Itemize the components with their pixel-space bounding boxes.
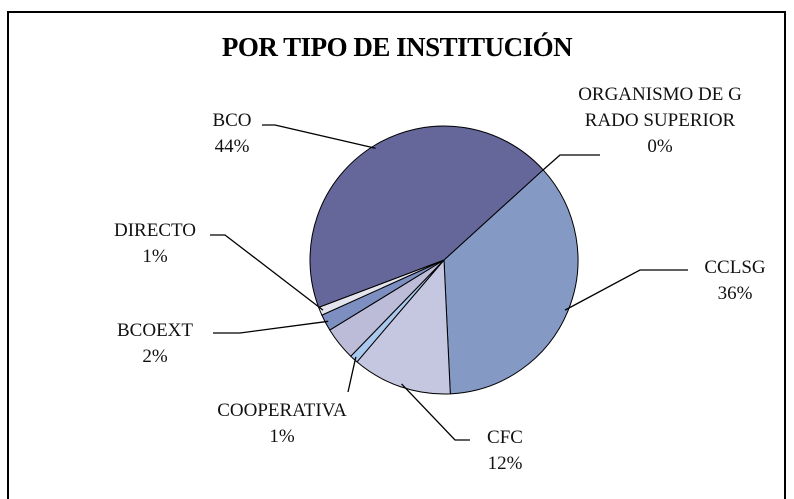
slice-label: DIRECTO 1% <box>95 218 215 270</box>
slice-label: BCOEXT 2% <box>100 318 210 370</box>
slice-label: CCLSG 36% <box>690 255 780 307</box>
leader-line <box>540 154 600 173</box>
leader-line <box>347 356 357 393</box>
slice-label: ORGANISMO DE GRADO SUPERIOR 0% <box>575 82 745 160</box>
slice-category-label: BCOEXT <box>117 320 193 341</box>
pie-slice <box>443 169 579 395</box>
leader-line <box>401 383 470 441</box>
slice-value-label: 1% <box>142 246 168 267</box>
slice-category-label: ORGANISMO DE GRADO SUPERIOR <box>578 84 742 131</box>
slice-label: BCO 44% <box>187 108 277 160</box>
leader-line <box>262 124 376 149</box>
slice-value-label: 1% <box>269 426 295 447</box>
slice-category-label: CCLSG <box>704 257 766 278</box>
slice-value-label: 44% <box>214 136 250 157</box>
slice-category-label: BCO <box>212 110 252 131</box>
pie-slice <box>356 258 451 395</box>
leader-line <box>210 234 324 311</box>
slice-value-label: 0% <box>647 136 673 157</box>
frame <box>7 11 786 499</box>
slice-value-label: 12% <box>487 453 523 474</box>
slice-category-label: COOPERATIVA <box>217 400 347 421</box>
slice-value-label: 2% <box>142 346 168 367</box>
slice-category-label: CFC <box>487 427 523 448</box>
slice-label: CFC 12% <box>465 425 545 477</box>
slice-label: COOPERATIVA 1% <box>217 398 347 450</box>
leader-line <box>564 269 688 311</box>
slice-category-label: DIRECTO <box>114 220 196 241</box>
chart-title: POR TIPO DE INSTITUCIÓN <box>221 32 573 62</box>
pie-slice <box>309 125 544 309</box>
slice-value-label: 36% <box>717 283 753 304</box>
leader-line <box>213 320 329 334</box>
